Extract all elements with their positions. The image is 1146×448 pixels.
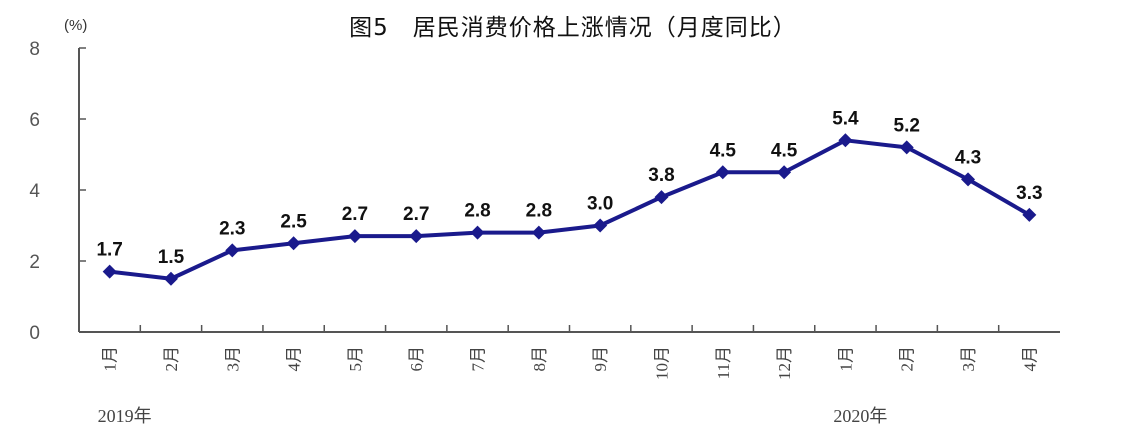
data-label: 2.7	[342, 204, 368, 225]
data-point-marker	[470, 225, 485, 240]
data-point-marker	[838, 133, 853, 148]
x-tick-label: 2月	[162, 346, 181, 372]
x-tick-label: 1月	[836, 346, 855, 372]
x-tick-label: 12月	[775, 346, 794, 380]
chart-title: 图5 居民消费价格上涨情况（月度同比）	[349, 15, 797, 41]
data-label: 2.3	[219, 218, 245, 239]
data-label: 1.7	[96, 240, 122, 261]
x-tick-label: 2月	[898, 346, 917, 372]
data-label: 2.5	[280, 211, 307, 232]
data-label: 3.3	[1016, 183, 1042, 204]
x-tick-label: 9月	[591, 346, 610, 372]
x-tick-label: 8月	[530, 346, 549, 372]
data-point-marker	[409, 229, 424, 244]
y-tick-label: 0	[29, 323, 40, 344]
data-point-marker	[531, 225, 546, 240]
y-tick-label: 6	[29, 110, 40, 131]
data-point-marker	[286, 236, 301, 251]
data-point-marker	[102, 264, 117, 279]
x-tick-label: 3月	[223, 346, 242, 372]
data-point-marker	[777, 165, 792, 180]
x-tick-label: 4月	[1020, 346, 1039, 372]
data-label: 5.2	[894, 115, 920, 136]
x-tick-label: 5月	[346, 346, 365, 372]
data-label: 4.5	[771, 140, 798, 161]
data-label: 1.5	[158, 247, 185, 268]
data-point-marker	[654, 190, 669, 205]
data-label: 4.3	[955, 147, 981, 168]
data-point-marker	[347, 229, 362, 244]
x-tick-label: 6月	[407, 346, 426, 372]
data-label: 5.4	[832, 108, 859, 129]
x-tick-label: 4月	[285, 346, 304, 372]
year-label: 2020年	[833, 406, 887, 426]
x-tick-label: 7月	[469, 346, 488, 372]
y-tick-label: 4	[29, 181, 40, 202]
x-tick-label: 3月	[959, 346, 978, 372]
data-point-marker	[225, 243, 240, 258]
data-label: 3.0	[587, 194, 613, 215]
data-point-marker	[961, 172, 976, 187]
y-tick-label: 2	[29, 252, 40, 273]
data-point-marker	[899, 140, 914, 155]
data-label: 3.8	[648, 165, 674, 186]
data-point-marker	[715, 165, 730, 180]
data-label: 2.8	[464, 201, 490, 222]
year-label: 2019年	[98, 406, 152, 426]
y-axis-unit: (%)	[64, 17, 87, 34]
data-point-marker	[593, 218, 608, 233]
data-point-marker	[163, 271, 178, 286]
x-tick-label: 10月	[652, 346, 671, 380]
x-tick-label: 1月	[101, 346, 120, 372]
data-label: 4.5	[710, 140, 737, 161]
series-line	[109, 138, 1031, 281]
x-tick-label: 11月	[714, 346, 733, 379]
data-label: 2.8	[526, 201, 552, 222]
y-tick-label: 8	[29, 39, 40, 60]
data-label: 2.7	[403, 204, 429, 225]
data-point-marker	[1022, 207, 1037, 222]
